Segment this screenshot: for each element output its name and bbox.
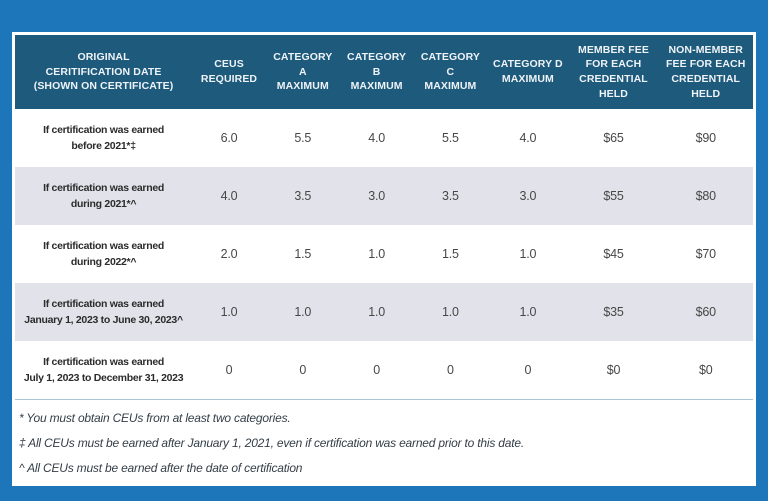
- row-label: If certification was earned January 1, 2…: [24, 297, 183, 326]
- footnote-divider: [15, 399, 753, 400]
- table-header-row: ORIGINAL CERITIFICATION DATE (SHOWN ON C…: [15, 35, 753, 109]
- cell-category-a: 3.5: [294, 189, 312, 203]
- cell-category-b: 0: [373, 363, 380, 377]
- cell-category-a: 5.5: [294, 131, 312, 145]
- cell-category-b: 1.0: [368, 305, 385, 319]
- cell-category-d: 1.0: [519, 247, 537, 261]
- cell-category-d: 4.0: [519, 131, 537, 145]
- cell-category-b: 3.0: [368, 189, 385, 203]
- certification-fee-table: ORIGINAL CERITIFICATION DATE (SHOWN ON C…: [12, 32, 756, 486]
- cell-non-member-fee: $70: [695, 247, 716, 261]
- cell-ceus-required: 0: [225, 363, 233, 377]
- cell-non-member-fee: $90: [695, 131, 716, 145]
- row-label: If certification was earned before 2021*…: [43, 123, 164, 152]
- cell-category-c: 0: [447, 363, 454, 377]
- cell-category-d: 3.0: [519, 189, 537, 203]
- footnote-double-dagger: ‡ All CEUs must be earned after January …: [19, 436, 524, 451]
- table-row-before-2021: If certification was earned before 2021*…: [15, 109, 753, 167]
- cell-member-fee: $55: [603, 189, 624, 203]
- table-row-during-2022: If certification was earned during 2022*…: [15, 225, 753, 283]
- cell-member-fee: $0: [606, 363, 621, 377]
- cell-category-c: 1.5: [442, 247, 459, 261]
- cell-category-a: 0: [299, 363, 307, 377]
- cell-category-d: 0: [524, 363, 532, 377]
- header-cell-non-member-fee: NON-MEMBER FEE FOR EACH CREDENTIAL HELD: [666, 43, 746, 100]
- cell-category-b: 1.0: [368, 247, 385, 261]
- cell-category-d: 1.0: [519, 305, 537, 319]
- cell-ceus-required: 6.0: [220, 131, 238, 145]
- cell-non-member-fee: $80: [695, 189, 716, 203]
- table-row-jul-dec-2023: If certification was earned July 1, 2023…: [15, 341, 753, 399]
- cell-category-b: 4.0: [368, 131, 385, 145]
- cell-ceus-required: 2.0: [220, 247, 238, 261]
- header-cell-category-b-maximum: CATEGORY B MAXIMUM: [347, 50, 407, 93]
- table-row-during-2021: If certification was earned during 2021*…: [15, 167, 753, 225]
- cell-non-member-fee: $0: [698, 363, 713, 377]
- header-cell-ceus-required: CEUS REQUIRED: [200, 58, 258, 85]
- footnotes-section: * You must obtain CEUs from at least two…: [15, 400, 753, 486]
- cell-category-c: 3.5: [442, 189, 459, 203]
- cell-ceus-required: 1.0: [220, 305, 238, 319]
- cell-ceus-required: 4.0: [220, 189, 238, 203]
- cell-category-c: 1.0: [442, 305, 459, 319]
- row-label: If certification was earned July 1, 2023…: [23, 355, 184, 384]
- cell-category-a: 1.0: [294, 305, 312, 319]
- header-cell-category-c-maximum: CATEGORY C MAXIMUM: [420, 50, 480, 93]
- cell-category-a: 1.5: [294, 247, 312, 261]
- cell-non-member-fee: $60: [695, 305, 716, 319]
- footnote-caret: ^ All CEUs must be earned after the date…: [19, 461, 303, 476]
- header-cell-category-d-maximum: CATEGORY D MAXIMUM: [493, 58, 563, 85]
- table-row-jan-jun-2023: If certification was earned January 1, 2…: [15, 283, 753, 341]
- header-cell-original-certification-date: ORIGINAL CERITIFICATION DATE (SHOWN ON C…: [33, 50, 174, 93]
- cell-member-fee: $35: [603, 305, 624, 319]
- header-cell-member-fee: MEMBER FEE FOR EACH CREDENTIAL HELD: [577, 43, 649, 100]
- footnote-asterisk: * You must obtain CEUs from at least two…: [19, 411, 291, 425]
- header-cell-category-a-maximum: CATEGORY A MAXIMUM: [273, 50, 333, 93]
- row-label: If certification was earned during 2021*…: [43, 181, 164, 210]
- cell-member-fee: $65: [603, 131, 624, 145]
- cell-member-fee: $45: [603, 247, 624, 261]
- cell-category-c: 5.5: [442, 131, 459, 145]
- row-label: If certification was earned during 2022*…: [43, 239, 164, 268]
